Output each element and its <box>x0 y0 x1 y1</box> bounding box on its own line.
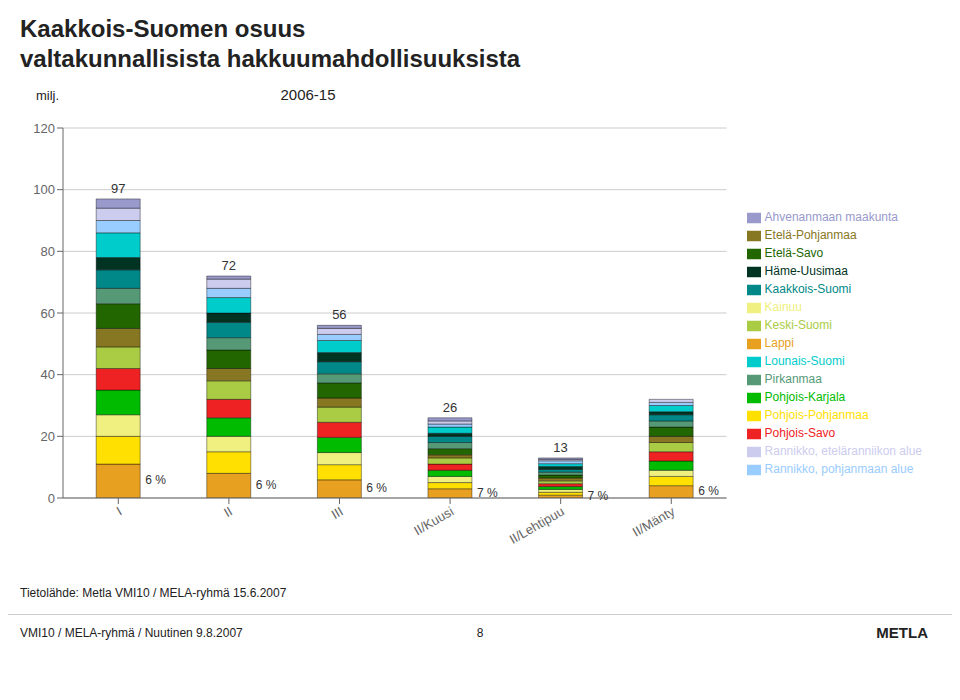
html-text:8: 8 <box>476 626 484 640</box>
html-text:Rannikko, eteläranniikon alue: Rannikko, eteläranniikon alue <box>764 444 922 458</box>
svg-text:7 %: 7 % <box>477 486 498 500</box>
html-text:2006-15: 2006-15 <box>280 86 336 103</box>
svg-text:6 %: 6 % <box>698 484 719 498</box>
svg-text:100: 100 <box>33 182 55 197</box>
svg-text:II/Lehtipuu: II/Lehtipuu <box>507 504 567 547</box>
svg-text:60: 60 <box>41 306 55 321</box>
svg-text:120: 120 <box>33 121 55 136</box>
html-text:Keski-Suomi: Keski-Suomi <box>764 318 832 332</box>
svg-text:80: 80 <box>41 244 55 259</box>
svg-text:III: III <box>329 504 346 522</box>
html-text:Rannikko, pohjanmaan alue: Rannikko, pohjanmaan alue <box>764 462 914 476</box>
svg-text:56: 56 <box>332 307 346 322</box>
svg-text:7 %: 7 % <box>588 489 609 503</box>
html-text:Pohjois-Pohjanmaa: Pohjois-Pohjanmaa <box>764 408 869 422</box>
svg-text:II: II <box>221 504 235 521</box>
html-text:Tietolähde: Metla VMI10 / MELA: Tietolähde: Metla VMI10 / MELA-ryhmä 15.… <box>20 586 287 600</box>
html-text:Häme-Uusimaa: Häme-Uusimaa <box>764 264 848 278</box>
svg-text:II/Mänty: II/Mänty <box>630 503 678 539</box>
svg-text:13: 13 <box>553 440 567 455</box>
svg-text:II/Kuusi: II/Kuusi <box>411 504 456 539</box>
html-text:Pohjois-Karjala: Pohjois-Karjala <box>764 390 846 404</box>
html-text:Etelä-Pohjanmaa: Etelä-Pohjanmaa <box>764 228 857 242</box>
html-text:Kaakkois-Suomen osuus valtakun: Kaakkois-Suomen osuus valtakunnallisista… <box>20 15 521 72</box>
svg-text:97: 97 <box>111 181 125 196</box>
svg-text:26: 26 <box>443 400 457 415</box>
svg-text:72: 72 <box>222 258 236 273</box>
svg-text:6 %: 6 % <box>256 478 277 492</box>
html-text:Kaakkois-Suomi: Kaakkois-Suomi <box>764 282 852 296</box>
svg-text:40: 40 <box>41 367 55 382</box>
html-text:Ahvenanmaan maakunta: Ahvenanmaan maakunta <box>764 210 898 224</box>
svg-text:0: 0 <box>48 491 55 506</box>
html-text:Pirkanmaa: Pirkanmaa <box>764 372 822 386</box>
html-text:milj.: milj. <box>36 88 60 103</box>
html-text:Etelä-Savo: Etelä-Savo <box>764 246 824 260</box>
html-text:Lounais-Suomi: Lounais-Suomi <box>764 354 845 368</box>
svg-text:I: I <box>114 504 125 519</box>
svg-text:6 %: 6 % <box>145 473 166 487</box>
svg-text:20: 20 <box>41 429 55 444</box>
html-text:Pohjois-Savo: Pohjois-Savo <box>764 426 836 440</box>
html-text:VMI10 / MELA-ryhmä / Nuutinen: VMI10 / MELA-ryhmä / Nuutinen 9.8.2007 <box>20 626 243 640</box>
html-text:METLA: METLA <box>876 624 928 641</box>
svg-text:6 %: 6 % <box>366 481 387 495</box>
html-text:Lappi: Lappi <box>764 336 794 350</box>
html-text:Kainuu: Kainuu <box>764 300 802 314</box>
